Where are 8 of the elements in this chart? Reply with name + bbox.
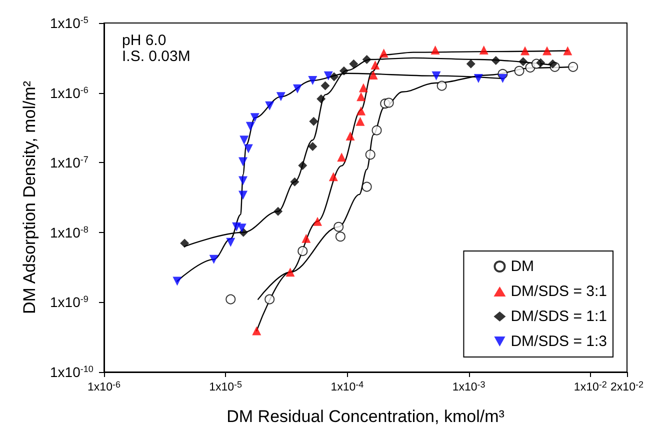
annotation: pH 6.0 — [122, 32, 166, 49]
legend-label: DM — [510, 258, 534, 275]
legend-label: DM/SDS = 3:1 — [510, 283, 608, 300]
legend-label: DM/SDS = 1:3 — [510, 333, 608, 350]
annotation: I.S. 0.03M — [122, 48, 190, 65]
y-axis-title: DM Adsorption Density, mol/m² — [20, 80, 39, 314]
legend-label: DM/SDS = 1:1 — [510, 308, 608, 325]
x-axis-title: DM Residual Concentration, kmol/m³ — [226, 407, 505, 426]
